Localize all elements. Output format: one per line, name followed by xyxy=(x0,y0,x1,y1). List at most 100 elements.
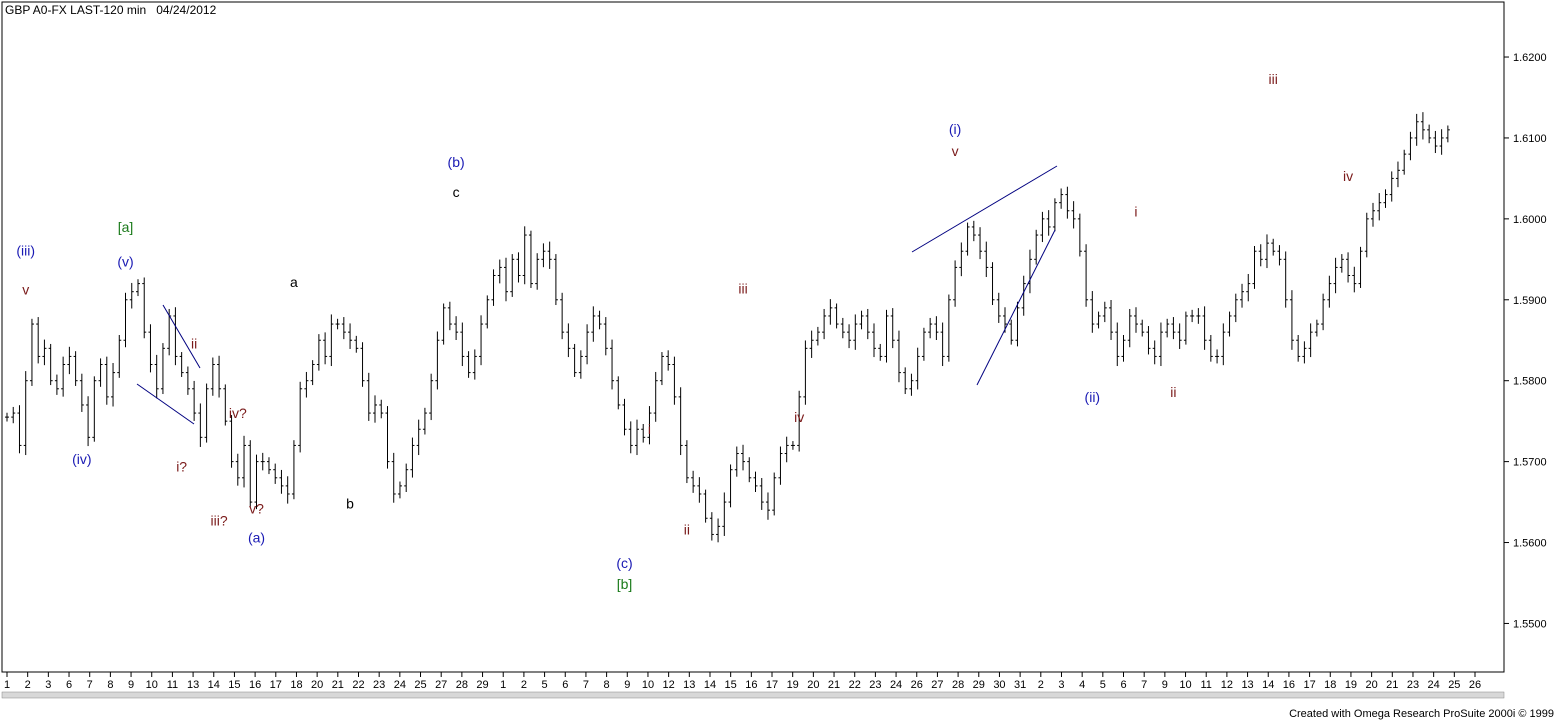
time-tick-label: 6 xyxy=(562,679,568,691)
ohlc-bar xyxy=(959,242,964,277)
time-tick-label: 12 xyxy=(663,679,675,691)
ohlc-bar xyxy=(1408,131,1413,161)
wave-label: ii xyxy=(1170,384,1176,400)
ohlc-bar xyxy=(185,366,190,395)
time-tick-label: 24 xyxy=(1428,679,1440,691)
time-tick-label: 20 xyxy=(1365,679,1377,691)
ohlc-bar xyxy=(1202,306,1207,350)
time-tick-label: 22 xyxy=(849,679,861,691)
ohlc-bar xyxy=(722,492,727,536)
ohlc-bar xyxy=(790,441,795,450)
time-tick-label: 28 xyxy=(952,679,964,691)
ohlc-bar xyxy=(1333,257,1338,294)
ohlc-bar xyxy=(709,512,714,541)
price-chart[interactable]: 1.6200 1.6100 1.6000 1.5900 1.5800 1.5700 1.56… xyxy=(0,0,1558,700)
time-tick-label: 20 xyxy=(807,679,819,691)
ohlc-bar xyxy=(1065,186,1070,219)
price-tick-label: 1.6100 xyxy=(1513,133,1547,145)
time-tick-label: 16 xyxy=(745,679,757,691)
time-tick-label: 15 xyxy=(725,679,737,691)
ohlc-bar xyxy=(1364,212,1369,258)
ohlc-bar xyxy=(834,303,839,329)
ohlc-bar xyxy=(1133,307,1138,333)
time-tick-label: 7 xyxy=(1141,679,1147,691)
ohlc-bar xyxy=(98,358,103,387)
ohlc-bar xyxy=(535,253,540,290)
ohlc-bar xyxy=(734,446,739,477)
wave-label: iii? xyxy=(211,513,228,529)
ohlc-bar xyxy=(17,405,22,454)
ohlc-bar xyxy=(179,352,184,377)
ohlc-bar xyxy=(553,254,558,306)
wave-label: (iii) xyxy=(16,242,35,258)
ohlc-bar xyxy=(716,518,721,543)
ohlc-bar xyxy=(266,457,271,475)
time-tick-label: 16 xyxy=(249,679,261,691)
ohlc-bar xyxy=(316,334,321,371)
wave-label: (ii) xyxy=(1085,389,1101,405)
ohlc-bar xyxy=(1102,301,1107,323)
ohlc-bar xyxy=(148,324,153,373)
ohlc-bar xyxy=(628,421,633,454)
ohlc-bar xyxy=(142,277,147,339)
wave-label: i? xyxy=(176,458,187,474)
ohlc-bar xyxy=(809,330,814,358)
ohlc-bar xyxy=(73,351,78,386)
ohlc-bar xyxy=(510,254,515,297)
ohlc-bar xyxy=(1227,311,1232,337)
ohlc-bar xyxy=(815,326,820,346)
ohlc-bar xyxy=(1009,319,1014,345)
plot-area xyxy=(1,1,1505,673)
time-tick-label: 23 xyxy=(373,679,385,691)
time-tick-label: 17 xyxy=(1303,679,1315,691)
ohlc-bar xyxy=(310,360,315,386)
ohlc-bar xyxy=(1240,283,1245,308)
ohlc-bar xyxy=(67,346,72,375)
ohlc-bar xyxy=(385,406,390,469)
ohlc-bar xyxy=(335,318,340,330)
ohlc-bar xyxy=(1264,234,1269,269)
ohlc-bar xyxy=(990,262,995,306)
time-tick-label: 25 xyxy=(1448,679,1460,691)
ohlc-bar xyxy=(878,343,883,361)
ohlc-bar xyxy=(691,470,696,493)
ohlc-bar xyxy=(366,372,371,421)
ohlc-bar xyxy=(329,314,334,367)
time-tick-label: 11 xyxy=(167,679,178,691)
ohlc-bar xyxy=(728,464,733,508)
ohlc-bar xyxy=(847,324,852,349)
ohlc-bar xyxy=(123,292,128,348)
time-tick-label: 11 xyxy=(1201,679,1212,691)
ohlc-bar xyxy=(934,316,939,341)
time-tick-label: 27 xyxy=(435,679,447,691)
time-tick-label: 26 xyxy=(1469,679,1481,691)
ohlc-bar xyxy=(622,398,627,436)
ohlc-bar xyxy=(198,403,203,447)
time-tick-label: 24 xyxy=(394,679,406,691)
time-tick-label: 23 xyxy=(869,679,881,691)
ohlc-bar xyxy=(410,437,415,478)
ohlc-bar xyxy=(1252,245,1257,289)
ohlc-bar xyxy=(397,481,402,499)
ohlc-bar xyxy=(1109,300,1114,341)
ohlc-bar xyxy=(1439,129,1444,155)
time-tick-label: 9 xyxy=(128,679,134,691)
time-tick-label: 6 xyxy=(1120,679,1126,691)
time-tick-label: 19 xyxy=(787,679,799,691)
ohlc-bar xyxy=(117,334,122,378)
ohlc-bar xyxy=(298,381,303,453)
time-tick-label: 25 xyxy=(414,679,426,691)
time-tick-label: 13 xyxy=(1241,679,1253,691)
ohlc-bar xyxy=(978,227,983,260)
ohlc-bar xyxy=(242,435,247,488)
time-tick-label: 27 xyxy=(931,679,943,691)
ohlc-bar xyxy=(1115,322,1120,367)
ohlc-bar xyxy=(48,343,53,386)
ohlc-bar xyxy=(971,220,976,242)
time-tick-label: 10 xyxy=(1179,679,1191,691)
horizontal-scrollbar[interactable] xyxy=(1,691,1505,699)
ohlc-bar xyxy=(1296,334,1301,362)
time-tick-label: 29 xyxy=(476,679,488,691)
wave-label: [b] xyxy=(617,576,633,592)
